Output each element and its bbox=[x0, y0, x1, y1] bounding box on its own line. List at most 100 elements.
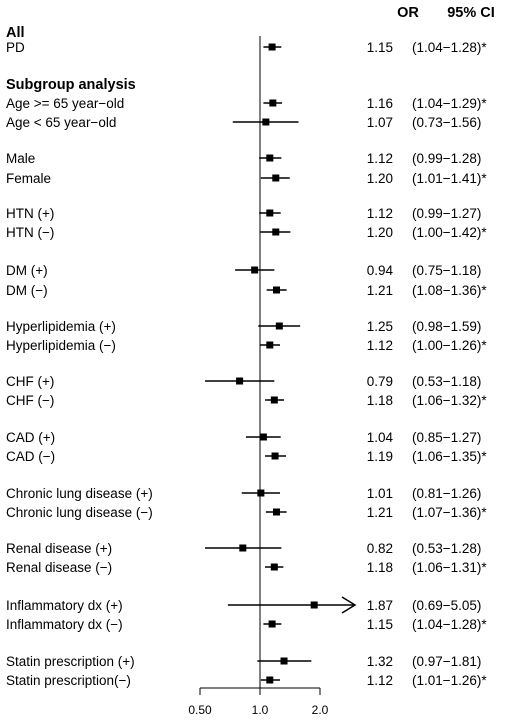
or-value: 1.21 bbox=[367, 505, 393, 520]
row-label: CHF (−) bbox=[6, 393, 54, 408]
point-estimate bbox=[266, 209, 274, 217]
ci-value: (0.53−1.28) bbox=[412, 541, 481, 556]
ci-value: (1.04−1.29)* bbox=[412, 96, 487, 111]
or-value: 1.04 bbox=[367, 430, 394, 445]
or-value: 1.20 bbox=[367, 171, 393, 186]
row-label: Renal disease (+) bbox=[6, 541, 112, 556]
ci-value: (0.97−1.81) bbox=[412, 654, 481, 669]
or-value: 1.16 bbox=[367, 96, 393, 111]
row-label: CAD (+) bbox=[6, 430, 55, 445]
row-label: Inflammatory dx (−) bbox=[6, 617, 123, 632]
or-value: 0.94 bbox=[367, 263, 394, 278]
row-label: DM (+) bbox=[6, 263, 48, 278]
ci-value: (0.85−1.27) bbox=[412, 430, 481, 445]
or-value: 0.79 bbox=[367, 374, 393, 389]
point-estimate bbox=[266, 154, 274, 162]
point-estimate bbox=[272, 228, 280, 236]
or-value: 1.01 bbox=[367, 486, 393, 501]
row-label: Statin prescription (+) bbox=[6, 654, 135, 669]
or-value: 1.07 bbox=[367, 115, 393, 130]
row-label: Age < 65 year−old bbox=[6, 115, 116, 130]
point-estimate bbox=[268, 620, 276, 628]
or-value: 1.12 bbox=[367, 151, 393, 166]
row-label: Chronic lung disease (−) bbox=[6, 505, 153, 520]
row-label: Chronic lung disease (+) bbox=[6, 486, 153, 501]
ci-value: (1.06−1.35)* bbox=[412, 449, 487, 464]
point-estimate bbox=[275, 322, 283, 330]
row-label: Inflammatory dx (+) bbox=[6, 598, 123, 613]
ci-value: (0.81−1.26) bbox=[412, 486, 481, 501]
x-tick-label: 1.0 bbox=[252, 703, 269, 717]
ci-value: (0.99−1.28) bbox=[412, 151, 481, 166]
or-value: 1.12 bbox=[367, 206, 393, 221]
ci-column-header: 95% CI bbox=[447, 5, 495, 21]
point-estimate bbox=[273, 508, 281, 516]
point-estimate bbox=[270, 396, 278, 404]
row-label: Female bbox=[6, 171, 51, 186]
row-label: PD bbox=[6, 40, 25, 55]
ci-arrow bbox=[341, 596, 357, 614]
x-tick-label: 0.50 bbox=[188, 703, 212, 717]
point-estimate bbox=[239, 544, 247, 552]
row-label: Renal disease (−) bbox=[6, 560, 112, 575]
row-label: DM (−) bbox=[6, 283, 48, 298]
point-estimate bbox=[270, 563, 278, 571]
row-label: Statin prescription(−) bbox=[6, 673, 131, 688]
or-value: 1.19 bbox=[367, 449, 393, 464]
row-label: HTN (+) bbox=[6, 206, 54, 221]
row-label: Age >= 65 year−old bbox=[6, 96, 124, 111]
or-value: 1.32 bbox=[367, 654, 393, 669]
ci-value: (1.01−1.41)* bbox=[412, 171, 487, 186]
or-value: 1.21 bbox=[367, 283, 393, 298]
point-estimate bbox=[259, 433, 267, 441]
ci-value: (1.04−1.28)* bbox=[412, 40, 487, 55]
ci-value: (1.06−1.31)* bbox=[412, 560, 487, 575]
ci-value: (1.08−1.36)* bbox=[412, 283, 487, 298]
row-label: CHF (+) bbox=[6, 374, 54, 389]
row-label: Hyperlipidemia (+) bbox=[6, 319, 116, 334]
or-value: 1.25 bbox=[367, 319, 393, 334]
point-estimate bbox=[280, 657, 288, 665]
point-estimate bbox=[273, 286, 281, 294]
ci-value: (1.01−1.26)* bbox=[412, 673, 487, 688]
ci-value: (1.00−1.42)* bbox=[412, 225, 487, 240]
point-estimate bbox=[251, 266, 259, 274]
point-estimate bbox=[266, 676, 274, 684]
ci-value: (1.06−1.32)* bbox=[412, 393, 487, 408]
or-column-header: OR bbox=[397, 5, 419, 21]
row-label: HTN (−) bbox=[6, 225, 54, 240]
group-header: All bbox=[6, 25, 25, 41]
ci-value: (0.69−5.05) bbox=[412, 598, 481, 613]
or-value: 1.87 bbox=[367, 598, 393, 613]
point-estimate bbox=[272, 174, 280, 182]
row-label: Male bbox=[6, 151, 35, 166]
ci-value: (0.98−1.59) bbox=[412, 319, 481, 334]
or-value: 0.82 bbox=[367, 541, 393, 556]
point-estimate bbox=[310, 601, 318, 609]
or-value: 1.20 bbox=[367, 225, 393, 240]
group-header: Subgroup analysis bbox=[6, 77, 136, 93]
or-value: 1.15 bbox=[367, 617, 393, 632]
or-value: 1.18 bbox=[367, 560, 393, 575]
point-estimate bbox=[262, 118, 270, 126]
ci-value: (0.73−1.56) bbox=[412, 115, 481, 130]
ci-value: (1.04−1.28)* bbox=[412, 617, 487, 632]
row-label: Hyperlipidemia (−) bbox=[6, 338, 116, 353]
ci-value: (0.75−1.18) bbox=[412, 263, 481, 278]
x-tick-label: 2.0 bbox=[312, 703, 329, 717]
ci-value: (1.00−1.26)* bbox=[412, 338, 487, 353]
point-estimate bbox=[268, 43, 276, 51]
point-estimate bbox=[271, 452, 279, 460]
or-value: 1.12 bbox=[367, 673, 393, 688]
ci-value: (1.07−1.36)* bbox=[412, 505, 487, 520]
or-value: 1.18 bbox=[367, 393, 393, 408]
ci-value: (0.99−1.27) bbox=[412, 206, 481, 221]
or-value: 1.12 bbox=[367, 338, 393, 353]
point-estimate bbox=[266, 341, 274, 349]
point-estimate bbox=[257, 489, 265, 497]
point-estimate bbox=[236, 377, 244, 385]
or-value: 1.15 bbox=[367, 40, 393, 55]
point-estimate bbox=[269, 99, 277, 107]
row-label: CAD (−) bbox=[6, 449, 55, 464]
